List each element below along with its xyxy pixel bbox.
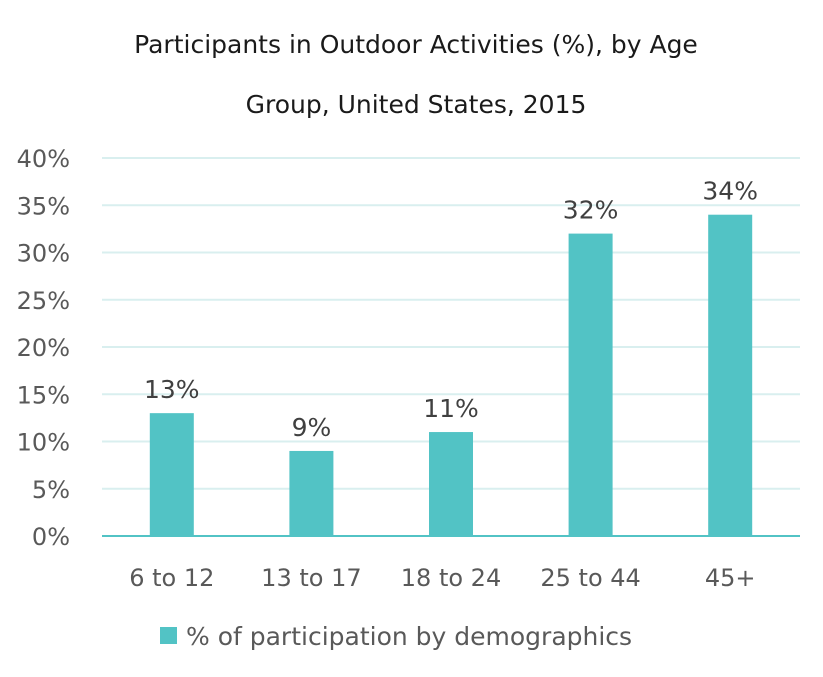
x-tick-label: 18 to 24 [401, 564, 501, 592]
x-tick-label: 25 to 44 [540, 564, 640, 592]
chart-title-line-1: Participants in Outdoor Activities (%), … [134, 30, 698, 59]
y-tick-label: 20% [17, 334, 70, 362]
y-tick-label: 0% [32, 523, 70, 551]
y-tick-label: 35% [17, 192, 70, 220]
bars [149, 214, 753, 536]
x-tick-label: 6 to 12 [129, 564, 214, 592]
bar [289, 450, 334, 536]
legend: % of participation by demographics [160, 622, 632, 651]
y-tick-label: 25% [17, 287, 70, 315]
y-tick-label: 40% [17, 145, 70, 173]
bar [708, 214, 753, 536]
bar [149, 413, 194, 536]
data-label: 9% [292, 413, 332, 442]
x-tick-label: 45+ [705, 564, 756, 592]
legend-swatch [160, 627, 177, 644]
gridlines [102, 157, 800, 490]
y-axis-ticks: 0% 5% 10% 15% 20% 25% 30% 35% 40% [17, 145, 70, 551]
y-tick-label: 10% [17, 429, 70, 457]
bar [429, 432, 473, 536]
x-tick-label: 13 to 17 [261, 564, 361, 592]
data-label: 32% [563, 196, 619, 225]
chart-title-line-2: Group, United States, 2015 [246, 90, 587, 119]
legend-label: % of participation by demographics [186, 622, 632, 651]
bar [568, 233, 613, 536]
data-label: 13% [144, 375, 200, 404]
data-label: 34% [702, 177, 758, 206]
y-tick-label: 5% [32, 476, 70, 504]
y-tick-label: 30% [17, 240, 70, 268]
data-label: 11% [423, 394, 479, 423]
y-tick-label: 15% [17, 381, 70, 409]
data-labels: 13% 9% 11% 32% 34% [144, 177, 758, 442]
x-axis-ticks: 6 to 12 13 to 17 18 to 24 25 to 44 45+ [129, 564, 755, 592]
